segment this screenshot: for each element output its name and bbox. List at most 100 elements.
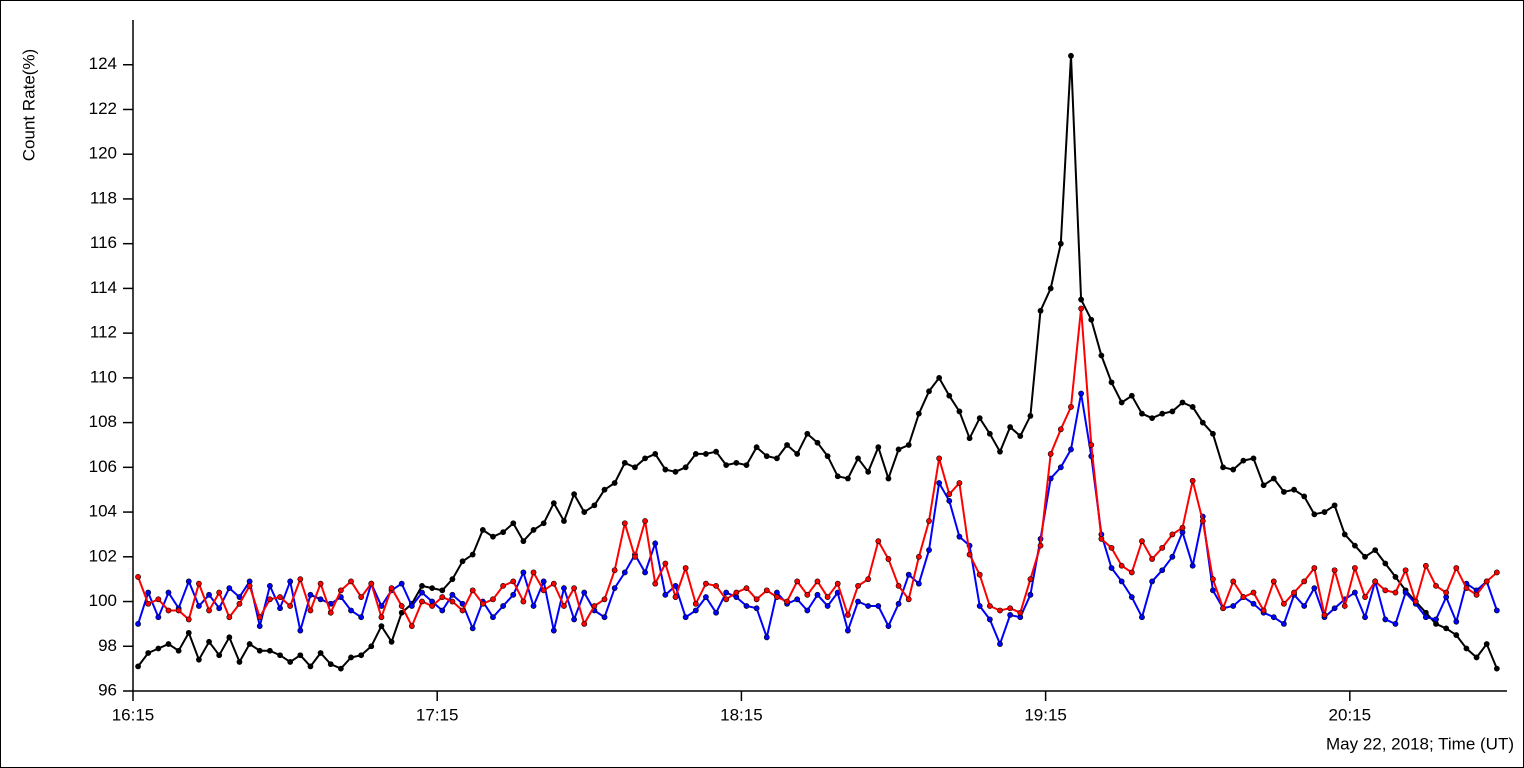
data-point <box>976 571 983 578</box>
data-point <box>804 591 811 598</box>
data-point <box>459 558 466 565</box>
data-point <box>1179 524 1186 531</box>
data-point <box>510 591 517 598</box>
data-point <box>561 603 567 609</box>
data-point <box>1128 594 1135 600</box>
data-point <box>682 565 689 571</box>
data-point <box>581 509 588 515</box>
data-point <box>1149 556 1155 562</box>
x-tick-label: 20:15 <box>1329 705 1372 724</box>
data-point <box>561 585 567 592</box>
data-point <box>591 603 598 609</box>
data-point <box>1078 305 1085 312</box>
data-point <box>1250 589 1257 596</box>
data-point <box>429 585 436 592</box>
data-point <box>165 607 172 614</box>
data-point <box>652 580 659 587</box>
data-point <box>287 603 294 609</box>
data-point <box>145 650 152 656</box>
data-point <box>317 580 324 587</box>
data-point <box>926 518 932 524</box>
data-point <box>875 603 882 609</box>
data-point <box>1270 614 1277 621</box>
data-point <box>165 589 172 596</box>
data-point <box>1392 574 1399 580</box>
data-point <box>1118 399 1125 406</box>
data-point <box>662 560 669 567</box>
data-point <box>145 589 152 596</box>
data-point <box>824 603 831 609</box>
data-point <box>1159 410 1166 417</box>
data-point <box>226 634 233 641</box>
data-point <box>692 607 699 614</box>
data-point <box>388 585 395 592</box>
data-point <box>1027 576 1034 583</box>
data-point <box>236 659 243 665</box>
data-point <box>196 580 202 587</box>
data-point <box>865 603 872 609</box>
data-point <box>1331 567 1338 574</box>
data-point <box>1230 466 1237 473</box>
data-point <box>287 659 294 665</box>
data-point <box>206 638 212 645</box>
data-point <box>185 629 192 636</box>
data-point <box>723 462 730 468</box>
data-point <box>1108 544 1115 551</box>
data-point <box>500 529 507 536</box>
data-point <box>1291 486 1297 493</box>
data-point <box>1473 654 1480 661</box>
data-point <box>936 455 943 462</box>
data-point <box>145 600 152 607</box>
data-point <box>662 591 669 598</box>
data-point <box>1078 390 1085 397</box>
data-point <box>500 603 507 609</box>
data-point <box>550 580 557 587</box>
data-point <box>540 520 547 527</box>
data-point <box>135 574 141 580</box>
data-point <box>155 645 162 652</box>
data-point <box>986 616 993 623</box>
data-point <box>1210 587 1216 594</box>
data-point <box>1169 531 1176 538</box>
data-point <box>703 451 709 457</box>
data-point <box>1098 352 1105 359</box>
data-point <box>368 580 375 587</box>
data-point <box>1260 482 1267 489</box>
data-point <box>1453 565 1460 571</box>
data-point <box>277 652 283 659</box>
data-point <box>763 634 770 641</box>
data-point <box>1341 531 1348 538</box>
data-point <box>1281 489 1287 495</box>
data-point <box>986 430 993 437</box>
data-point <box>1483 578 1490 585</box>
data-point <box>1037 307 1044 314</box>
data-point <box>895 582 902 589</box>
data-point <box>408 623 415 630</box>
data-point <box>1260 607 1267 614</box>
data-point <box>753 596 760 603</box>
data-point <box>601 596 608 603</box>
data-point <box>469 551 476 558</box>
data-point <box>1189 562 1196 569</box>
data-point <box>1372 547 1379 553</box>
data-point <box>388 638 395 645</box>
data-point <box>1250 600 1257 607</box>
data-point <box>601 614 608 621</box>
data-point <box>946 392 953 399</box>
data-point <box>784 598 790 605</box>
data-point <box>632 553 638 560</box>
data-point <box>1037 542 1044 549</box>
data-point <box>1382 560 1389 567</box>
data-point <box>1118 562 1125 569</box>
data-point <box>1068 446 1074 453</box>
data-point <box>621 569 628 576</box>
data-point <box>1412 598 1419 605</box>
data-point <box>520 538 527 545</box>
data-point <box>216 605 223 612</box>
data-point <box>1483 641 1490 647</box>
data-point <box>1128 392 1135 399</box>
data-point <box>1372 578 1379 585</box>
data-point <box>571 585 577 592</box>
data-point <box>1007 612 1014 618</box>
data-point <box>196 603 202 609</box>
